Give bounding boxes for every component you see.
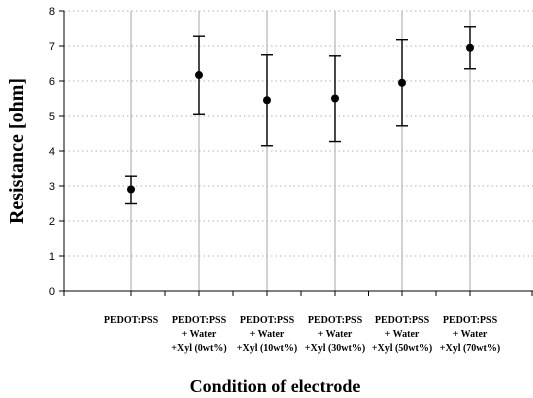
x-category-label: PEDOT:PSS [308,315,363,326]
x-category-label: + Water [318,329,353,340]
y-tick-label: 2 [49,216,55,228]
axes [63,11,533,296]
x-category-label: + Water [250,329,285,340]
x-category-label: +Xyl (10wt%) [237,343,297,354]
data-point [466,43,474,52]
x-category-label: +Xyl (30wt%) [305,343,365,354]
data-marks [125,26,476,205]
data-point [398,78,406,87]
y-tick-label: 3 [49,181,55,193]
y-tick-label: 5 [49,111,55,123]
y-ticks: 0 1 2 3 4 5 6 7 8 [49,6,64,298]
y-tick-label: 4 [49,146,55,158]
x-category-label: PEDOT:PSS [375,315,430,326]
y-tick-label: 1 [49,251,55,263]
x-category-label: PEDOT:PSS [443,315,498,326]
x-category-label: + Water [182,329,217,340]
x-category-label: PEDOT:PSS [104,315,159,326]
data-point [263,96,271,105]
y-tick-label: 8 [49,6,55,18]
data-point [331,94,339,103]
y-tick-label: 0 [49,286,55,298]
x-category-label: PEDOT:PSS [240,315,295,326]
grid [64,10,533,291]
data-point [127,185,135,194]
x-category-label: + Water [385,329,420,340]
x-category-label: + Water [453,329,488,340]
x-category-label: +Xyl (50wt%) [372,343,432,354]
x-category-labels: PEDOT:PSS PEDOT:PSS + Water +Xyl (0wt%) PEDO… [104,315,500,354]
y-axis-title: Resistance [ohm] [6,78,28,224]
x-category-label: PEDOT:PSS [172,315,227,326]
y-tick-label: 6 [49,76,55,88]
data-point [195,71,203,80]
y-tick-label: 7 [49,41,55,53]
x-category-label: +Xyl (70wt%) [440,343,500,354]
x-category-label: +Xyl (0wt%) [171,343,226,354]
x-axis-title: Condition of electrode [190,376,361,396]
